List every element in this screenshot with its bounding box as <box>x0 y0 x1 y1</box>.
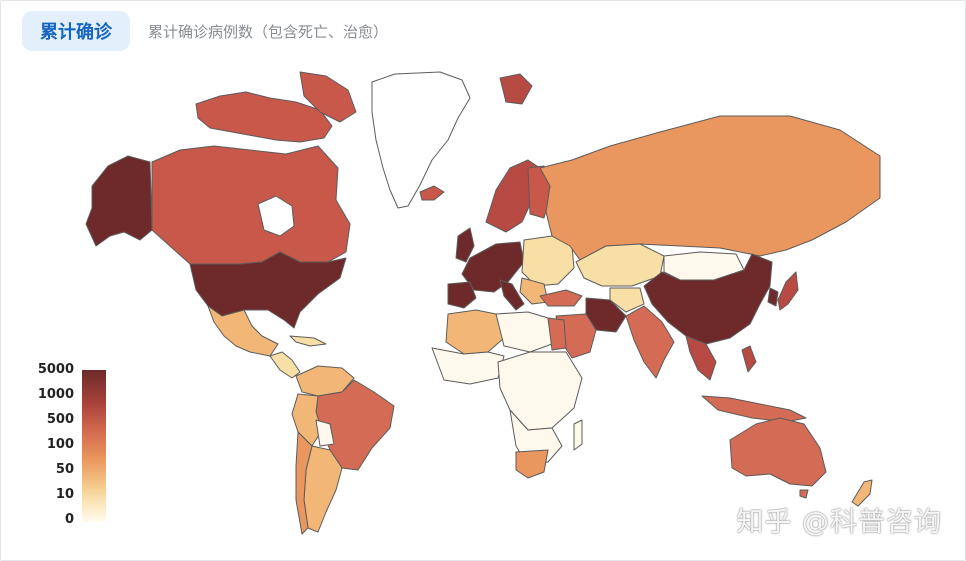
legend-label-5000: 5000 <box>37 362 74 377</box>
legend-label-10: 10 <box>55 487 74 502</box>
tab-cumulative-confirmed[interactable]: 累计确诊 <box>22 11 130 51</box>
legend-gradient-bar <box>82 370 106 522</box>
region-alaska[interactable] <box>85 155 153 247</box>
region-italy[interactable] <box>499 279 525 311</box>
region-japan[interactable] <box>777 271 799 311</box>
region-madagascar[interactable] <box>573 419 583 451</box>
color-legend: 5000 1000 500 100 50 10 0 <box>34 362 114 530</box>
region-canada[interactable] <box>151 145 351 265</box>
region-iceland[interactable] <box>419 185 445 201</box>
region-china[interactable] <box>643 253 773 345</box>
panel-header: 累计确诊 累计确诊病例数（包含死亡、治愈） <box>22 11 388 51</box>
region-colombia-venezuela[interactable] <box>295 365 355 397</box>
map-subtitle: 累计确诊病例数（包含死亡、治愈） <box>148 22 389 41</box>
region-central-africa[interactable] <box>497 351 583 431</box>
region-korea[interactable] <box>767 287 779 307</box>
legend-label-0: 0 <box>64 512 74 527</box>
region-russia[interactable] <box>539 115 881 261</box>
legend-label-500: 500 <box>46 412 74 427</box>
watermark: 知乎 @科普咨询 <box>736 507 942 538</box>
region-egypt[interactable] <box>547 317 567 351</box>
region-indonesia[interactable] <box>701 395 807 423</box>
legend-label-50: 50 <box>55 462 74 477</box>
region-greenland[interactable] <box>371 71 471 209</box>
region-southeast-asia[interactable] <box>685 335 717 381</box>
region-chile[interactable] <box>295 431 313 535</box>
region-mexico[interactable] <box>207 305 279 357</box>
region-western-europe[interactable] <box>461 241 525 293</box>
region-australia[interactable] <box>729 417 827 487</box>
region-iberia[interactable] <box>447 281 477 309</box>
region-uk[interactable] <box>455 227 475 263</box>
region-arctic-islands[interactable] <box>195 91 333 143</box>
region-bolivia[interactable] <box>315 419 335 447</box>
region-argentina[interactable] <box>303 445 343 533</box>
region-baffin[interactable] <box>299 71 357 123</box>
legend-label-1000: 1000 <box>37 387 74 402</box>
region-west-africa[interactable] <box>431 347 505 385</box>
region-north-africa-east[interactable] <box>495 311 553 353</box>
legend-label-100: 100 <box>46 437 74 452</box>
region-tasmania[interactable] <box>799 489 809 499</box>
region-turkey[interactable] <box>539 289 583 307</box>
region-india[interactable] <box>625 305 675 379</box>
region-north-africa[interactable] <box>445 309 505 355</box>
region-south-africa[interactable] <box>515 449 549 479</box>
region-central-asia[interactable] <box>609 287 645 313</box>
region-central-america[interactable] <box>269 351 301 379</box>
region-new-zealand[interactable] <box>851 479 873 507</box>
region-svalbard[interactable] <box>499 73 533 105</box>
region-philippines[interactable] <box>741 345 757 373</box>
region-caribbean[interactable] <box>289 335 327 347</box>
region-hudson-bay <box>257 195 295 237</box>
